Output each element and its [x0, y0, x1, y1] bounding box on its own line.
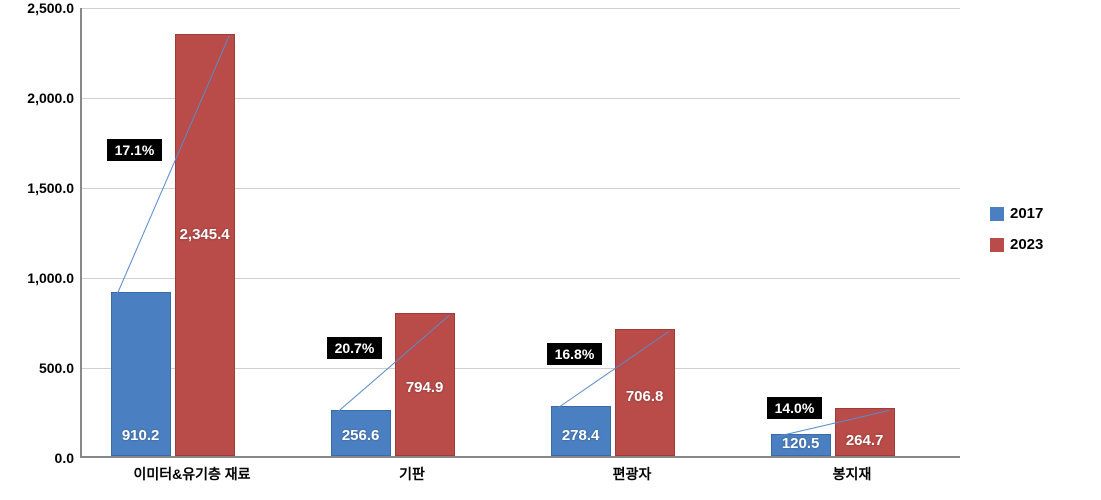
y-tick-label: 0.0	[55, 450, 82, 466]
legend: 2017 2023	[990, 205, 1043, 253]
bar-2023	[175, 34, 235, 456]
value-label-2023: 794.9	[406, 379, 444, 396]
y-tick-label: 1,500.0	[27, 180, 82, 196]
plot-area: 0.0500.01,000.01,500.02,000.02,500.0이미터&…	[80, 8, 960, 458]
y-tick-label: 2,500.0	[27, 0, 82, 16]
x-tick-label: 기판	[399, 456, 425, 484]
y-tick-label: 500.0	[39, 360, 82, 376]
value-label-2017: 256.6	[342, 427, 380, 444]
value-label-2023: 264.7	[846, 432, 884, 449]
x-tick-label: 봉지재	[833, 456, 872, 484]
value-label-2017: 910.2	[122, 427, 160, 444]
y-tick-label: 2,000.0	[27, 90, 82, 106]
legend-item: 2023	[990, 236, 1043, 253]
growth-badge: 16.8%	[547, 343, 603, 365]
bar-chart: 0.0 500.0 1,000.0 1,500.0 2,000.0 2,500.0 이미터&…	[0, 0, 1101, 500]
value-label-2023: 2,345.4	[180, 226, 230, 243]
gridline	[82, 8, 960, 9]
x-tick-label: 이미터&유기층 재료	[133, 456, 250, 484]
legend-swatch	[990, 207, 1004, 221]
value-label-2017: 278.4	[562, 427, 600, 444]
growth-badge: 17.1%	[107, 139, 163, 161]
value-label-2017: 120.5	[782, 435, 820, 452]
y-tick-label: 1,000.0	[27, 270, 82, 286]
legend-item: 2017	[990, 205, 1043, 222]
legend-label: 2023	[1010, 236, 1043, 253]
growth-badge: 14.0%	[767, 397, 823, 419]
legend-label: 2017	[1010, 205, 1043, 222]
value-label-2023: 706.8	[626, 388, 664, 405]
growth-badge: 20.7%	[327, 337, 383, 359]
x-tick-label: 편광자	[613, 456, 652, 484]
legend-swatch	[990, 238, 1004, 252]
